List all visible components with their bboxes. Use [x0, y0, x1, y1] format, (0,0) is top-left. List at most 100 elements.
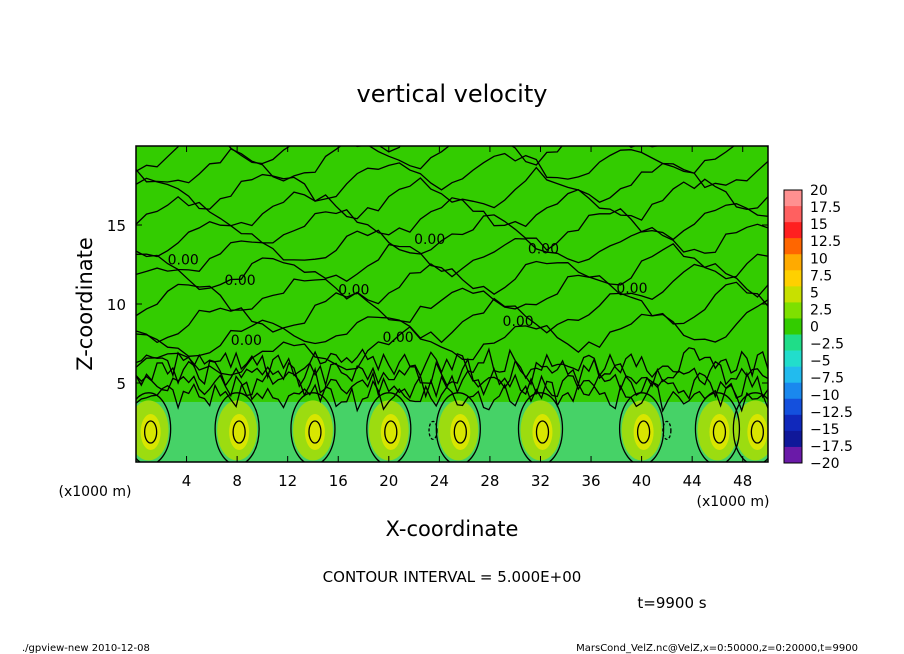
colorbar-label: 12.5 — [810, 234, 841, 250]
updraft-core — [304, 413, 325, 450]
updraft-core — [140, 413, 161, 450]
updraft-core — [747, 413, 768, 450]
colorbar-swatch — [784, 302, 802, 319]
colorbar-label: 20 — [810, 183, 828, 199]
contour-line — [136, 178, 768, 258]
contour-label: 0.00 — [382, 330, 413, 346]
time-label: t=9900 s — [637, 594, 706, 612]
contour-interval-note: CONTOUR INTERVAL = 5.000E+00 — [323, 568, 582, 586]
contour-loop — [136, 392, 172, 462]
x-tick-label: 40 — [632, 472, 651, 490]
contour-label: 0.00 — [338, 283, 369, 299]
updraft-core — [709, 413, 730, 450]
contour-labels: 0.00 0.00 0.00 0.00 0.00 0.00 0.00 0.00 0.00 — [168, 232, 648, 349]
x-tick-label: 48 — [733, 472, 752, 490]
contour-label: 0.00 — [503, 314, 534, 330]
colorbar-label: −7.5 — [810, 371, 844, 387]
x-axis-title: X-coordinate — [386, 517, 519, 541]
contour-line — [136, 146, 768, 184]
contour-line — [136, 357, 768, 389]
contour-loop — [694, 392, 741, 462]
x-unit-right: (x1000 m) — [697, 494, 770, 510]
updraft-columns — [136, 400, 768, 462]
colorbar — [783, 189, 803, 464]
colorbar-swatch — [784, 206, 802, 223]
colorbar-label: −5 — [810, 354, 831, 370]
x-tick-label: 44 — [683, 472, 702, 490]
y-tick-label: 15 — [107, 217, 126, 235]
colorbar-swatch — [784, 430, 802, 448]
colorbar-label: 0 — [810, 320, 819, 336]
x-tick-label: 4 — [182, 472, 192, 490]
contour-loop-inner — [308, 420, 322, 444]
colorbar-swatch — [784, 270, 802, 287]
footer-right: MarsCond_VelZ.nc@VelZ,x=0:50000,z=0:2000… — [576, 643, 858, 654]
x-tick-label: 28 — [480, 472, 499, 490]
contour-line — [136, 281, 768, 357]
colorbar-swatch — [784, 350, 802, 367]
colorbar-label: 15 — [810, 217, 828, 233]
contour-lines — [136, 146, 768, 462]
contour-loop-inner — [384, 420, 398, 444]
colorbar-label: −17.5 — [810, 439, 853, 455]
colorbar-label: 2.5 — [810, 302, 832, 318]
contour-loop-negative — [428, 420, 438, 441]
colorbar-swatch — [784, 446, 802, 464]
colorbar-swatch — [784, 414, 802, 432]
contour-loop — [435, 392, 481, 462]
contour-loop-inner — [453, 420, 467, 444]
contour-line — [136, 366, 768, 401]
y-axis-title: Z-coordinate — [73, 237, 97, 371]
contour-loop-inner — [750, 420, 765, 444]
contour-loop — [732, 392, 768, 462]
contour-loop-inner — [535, 420, 550, 444]
colorbar-frame — [783, 189, 803, 464]
contour-loop — [214, 392, 260, 462]
contour-label: 0.00 — [414, 232, 445, 248]
plot-area — [136, 146, 768, 462]
contour-loop-inner — [143, 420, 158, 444]
footer-left: ./gpview-new 2010-12-08 — [22, 643, 150, 654]
x-tick-label: 8 — [232, 472, 242, 490]
x-axis-ticks: 4 8 12 16 20 24 28 32 36 40 44 48 — [182, 146, 752, 490]
contour-loop-inner — [636, 420, 651, 444]
contour-line — [136, 262, 768, 344]
contour-line — [136, 223, 768, 291]
y-axis-ticks: 5 10 15 — [107, 217, 768, 393]
colorbar-swatch — [784, 286, 802, 303]
contour-line — [136, 379, 768, 413]
updraft-core — [380, 413, 401, 450]
contour-loop-inner — [712, 420, 727, 444]
colorbar-label: −20 — [810, 456, 840, 472]
colorbar-swatch — [784, 398, 802, 416]
x-tick-label: 20 — [379, 472, 398, 490]
colorbar-label: −10 — [810, 388, 840, 404]
contour-line — [136, 146, 401, 172]
colorbar-swatch — [784, 366, 802, 384]
colorbar-swatch — [784, 254, 802, 271]
updraft-core — [633, 413, 654, 450]
contour-line — [136, 347, 768, 380]
colorbar-label: −12.5 — [810, 405, 853, 421]
contour-line — [136, 203, 768, 272]
contour-loop-negative — [662, 420, 672, 441]
colorbar-swatch — [784, 190, 802, 207]
updraft-core — [532, 413, 553, 450]
contour-label: 0.00 — [231, 333, 262, 349]
contour-line — [136, 146, 735, 210]
colorbar-label: 5 — [810, 285, 819, 301]
colorbar-label: 7.5 — [810, 268, 832, 284]
contour-loop — [517, 392, 564, 462]
y-tick-label: 10 — [107, 296, 126, 314]
contour-line — [136, 242, 768, 317]
contour-loop — [366, 392, 412, 462]
contour-label: 0.00 — [616, 281, 647, 297]
colorbar-swatch — [784, 222, 802, 239]
contour-loop-inner — [232, 420, 246, 444]
colorbar-label: −2.5 — [810, 337, 844, 353]
updraft-core — [450, 413, 471, 450]
colorbar-label: −15 — [810, 422, 840, 438]
contour-loop — [290, 392, 336, 462]
